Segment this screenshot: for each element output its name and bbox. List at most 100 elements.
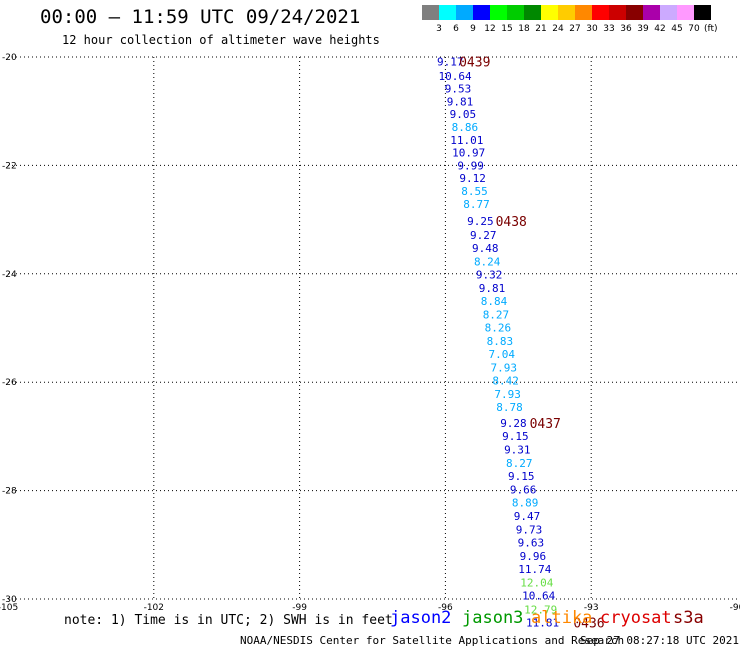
footer-note: note: 1) Time is in UTC; 2) SWH is in fe… [64,613,393,628]
color-scale-label: 39 [637,24,649,34]
data-point-label: 9.15 [508,470,535,483]
data-point-label: 9.32 [476,268,503,281]
y-tick-label: -26 [2,378,17,388]
data-point-label: 11.01 [450,134,483,147]
data-point-label: 7.93 [490,362,517,375]
data-point-label: 10.64 [439,70,472,83]
color-swatch [541,5,558,20]
x-tick-label: -90 [730,603,740,613]
legend-altika: altika [531,608,593,628]
data-point-label: 9.28 [500,417,527,430]
legend-cryosat: cryosat [600,608,672,628]
color-scale-label: 18 [518,24,530,34]
data-point-label: 8.27 [506,457,533,470]
data-point-label: 11.81 [526,616,559,629]
color-scale-label: 36 [620,24,632,34]
data-point-label: 9.25 [467,215,494,228]
data-point-label: 9.17 [437,55,464,68]
data-point-label: 9.15 [502,430,529,443]
legend-jason2: jason2 [390,608,452,628]
color-scale-label: 27 [569,24,581,34]
data-point-label: 8.26 [485,321,512,334]
x-tick-label: -99 [292,603,307,613]
data-point-label: 9.48 [472,242,499,255]
data-point-label: 9.96 [520,550,547,563]
data-point-label: 10.97 [452,146,485,159]
data-point-label: 8.42 [492,375,519,388]
y-tick-label: -24 [2,270,17,280]
data-point-label: 9.81 [447,95,474,108]
legend-s3a: s3a [673,608,704,628]
color-scale-label: 12 [484,24,496,34]
x-tick-label: -105 [0,603,18,613]
color-scale-label: 3 [436,24,442,34]
data-point-label: 8.27 [483,308,510,321]
color-swatch [456,5,473,20]
data-point-label: 8.24 [474,255,501,268]
data-point-label: 9.31 [504,443,531,456]
x-tick-label: -96 [438,603,453,613]
data-point-label: 8.77 [463,198,490,211]
data-point-label: 9.99 [457,159,484,172]
data-point-label: 12.04 [520,577,553,590]
color-swatch [677,5,694,20]
data-point-label: 7.93 [494,388,521,401]
x-tick-label: -102 [144,603,164,613]
data-point-label: 8.55 [461,185,488,198]
color-scale-label: 42 [654,24,666,34]
color-swatch [490,5,507,20]
color-scale-label: 45 [671,24,683,34]
data-point-label: 9.81 [479,282,506,295]
data-point-label: 7.04 [489,348,516,361]
data-point-label: 11.74 [518,563,551,576]
y-tick-label: -28 [2,487,17,497]
data-point-label: 9.12 [459,172,486,185]
color-scale-label: 9 [470,24,476,34]
data-point-label: 9.47 [514,510,541,523]
orbit-time-annotation: 0438 [496,215,527,230]
footer-credit: NOAA/NESDIS Center for Satellite Applica… [240,634,625,647]
data-point-label: 8.83 [487,335,514,348]
legend-jason3: jason3 [462,608,524,628]
color-swatch [439,5,456,20]
y-tick-label: -20 [2,53,17,63]
color-swatch [694,5,711,20]
x-tick-label: -93 [584,603,599,613]
color-swatch [507,5,524,20]
data-point-label: 8.86 [452,121,479,134]
color-swatch [643,5,660,20]
color-scale-label: 6 [453,24,459,34]
color-swatch [473,5,490,20]
data-point-label: 10.64 [522,590,555,603]
color-scale-label: 70 [688,24,700,34]
data-point-label: 9.53 [445,82,472,95]
orbit-time-annotation: 0436 [573,616,604,631]
color-swatch [609,5,626,20]
data-point-label: 12.79 [524,603,557,616]
data-point-label: 9.63 [518,537,545,550]
color-scale-unit: (ft) [704,24,718,34]
color-swatch [592,5,609,20]
footer-timestamp: Sep 27 08:27:18 UTC 2021 [580,634,739,647]
orbit-time-annotation: 0437 [530,417,561,432]
color-scale-label: 21 [535,24,547,34]
y-tick-label: -22 [2,161,17,171]
chart-title: 00:00 – 11:59 UTC 09/24/2021 [40,6,361,28]
orbit-time-annotation: 0439 [459,55,490,70]
data-point-label: 8.84 [481,295,508,308]
data-point-label: 8.89 [512,497,539,510]
color-scale-label: 30 [586,24,598,34]
data-point-label: 9.73 [516,524,543,537]
color-swatch [422,5,439,20]
color-swatch [558,5,575,20]
data-point-label: 9.27 [470,229,497,242]
data-point-label: 8.78 [496,401,523,414]
color-scale-label: 24 [552,24,564,34]
color-swatch [626,5,643,20]
data-point-label: 9.66 [510,484,537,497]
y-tick-label: -30 [2,595,17,605]
data-point-label: 9.05 [450,108,477,121]
color-swatch [575,5,592,20]
color-scale-label: 33 [603,24,615,34]
